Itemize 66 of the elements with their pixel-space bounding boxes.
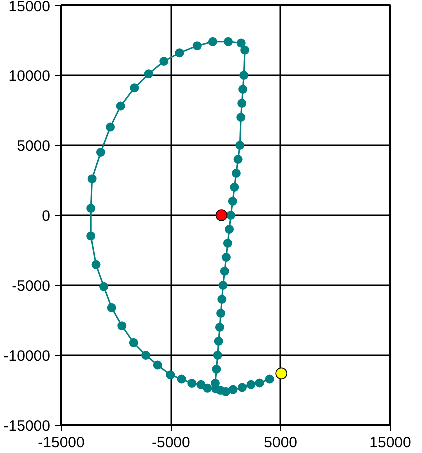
x-tick-label: -15000 — [38, 434, 85, 452]
point — [216, 210, 228, 222]
point — [216, 309, 226, 318]
point — [166, 370, 176, 380]
point — [240, 71, 249, 80]
point — [208, 37, 218, 46]
point — [234, 155, 243, 164]
point — [236, 38, 246, 48]
point — [215, 323, 224, 332]
y-tick-label: -5000 — [12, 278, 51, 295]
point — [153, 360, 162, 370]
point — [220, 267, 230, 276]
point — [116, 102, 126, 111]
point — [130, 84, 140, 93]
point — [218, 281, 228, 290]
point — [238, 383, 247, 392]
point — [236, 113, 246, 122]
x-tick-label: -5000 — [152, 434, 190, 452]
point — [175, 48, 184, 58]
point — [142, 351, 151, 360]
point — [246, 380, 256, 390]
point — [160, 57, 169, 66]
point — [228, 197, 238, 206]
point — [225, 225, 234, 234]
point — [100, 282, 109, 292]
point — [236, 141, 245, 150]
point — [224, 37, 234, 46]
point — [230, 183, 240, 192]
point — [222, 387, 230, 396]
point — [106, 122, 116, 132]
point — [214, 337, 224, 346]
point — [240, 46, 250, 55]
point — [88, 174, 97, 184]
point — [188, 379, 197, 388]
point — [192, 42, 202, 51]
point — [212, 365, 222, 374]
point — [92, 260, 101, 270]
point — [222, 253, 231, 262]
point — [238, 85, 248, 94]
point — [144, 70, 154, 79]
point — [86, 232, 96, 241]
y-tick-label: 15000 — [8, 0, 51, 16]
point — [196, 380, 206, 390]
y-tick-label: -10000 — [4, 348, 51, 365]
y-tick-label: -15000 — [4, 418, 51, 435]
point — [129, 338, 138, 348]
point — [86, 204, 96, 213]
y-tick-label: 10000 — [8, 68, 51, 85]
point — [118, 322, 127, 331]
point — [228, 385, 238, 394]
point — [177, 374, 186, 384]
point — [232, 169, 241, 178]
y-tick-label: 0 — [42, 208, 50, 225]
point — [238, 99, 247, 108]
point — [213, 351, 222, 360]
point — [255, 378, 264, 388]
point — [265, 374, 274, 384]
y-tick-label: 5000 — [17, 138, 51, 155]
point — [276, 368, 288, 380]
point — [107, 303, 116, 312]
point — [226, 211, 236, 220]
point — [96, 148, 106, 157]
point — [223, 239, 232, 248]
x-tick-label: 5000 — [264, 434, 298, 452]
x-tick-label: 15000 — [370, 434, 412, 452]
point — [218, 295, 227, 304]
